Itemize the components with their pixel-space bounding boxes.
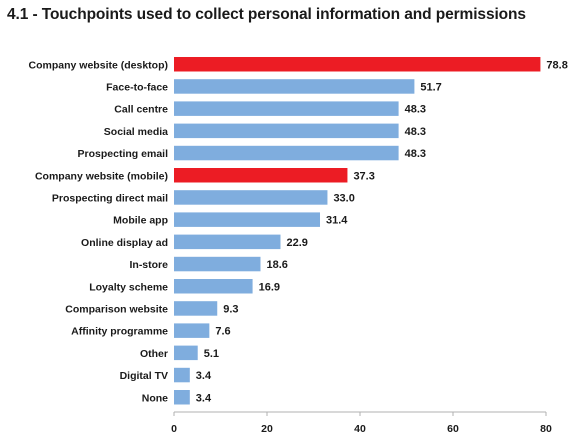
chart-title: 4.1 - Touchpoints used to collect person… xyxy=(7,6,526,23)
bar xyxy=(174,234,281,250)
value-label: 3.4 xyxy=(196,370,212,382)
value-label: 7.6 xyxy=(215,326,230,338)
category-label: Online display ad xyxy=(81,237,168,249)
value-label: 48.3 xyxy=(405,148,426,160)
category-label: Comparison website xyxy=(65,303,168,315)
category-label: Social media xyxy=(104,126,168,138)
bar xyxy=(174,301,218,316)
bar xyxy=(174,123,399,139)
value-label: 22.9 xyxy=(286,237,307,249)
category-label: Prospecting email xyxy=(78,148,169,160)
bar xyxy=(174,190,328,205)
category-label: Affinity programme xyxy=(71,326,168,338)
value-label: 33.0 xyxy=(333,192,354,204)
value-label: 3.4 xyxy=(196,392,212,404)
category-label: Loyalty scheme xyxy=(89,281,168,293)
category-label: None xyxy=(142,392,168,404)
category-label: Call centre xyxy=(114,104,168,116)
bar xyxy=(174,367,190,383)
value-label: 5.1 xyxy=(204,348,219,360)
x-tick-label: 0 xyxy=(171,423,177,435)
bar xyxy=(174,323,210,338)
value-label: 48.3 xyxy=(405,104,426,116)
value-label: 31.4 xyxy=(326,215,348,227)
x-tick-label: 40 xyxy=(354,423,366,435)
bar xyxy=(174,212,321,227)
category-label: Other xyxy=(140,348,168,360)
x-tick-label: 20 xyxy=(261,423,273,435)
bar xyxy=(174,57,541,72)
bar xyxy=(174,279,253,294)
value-label: 18.6 xyxy=(266,259,287,271)
bar xyxy=(174,145,399,161)
value-label: 78.8 xyxy=(546,59,567,71)
value-label: 48.3 xyxy=(405,126,426,138)
category-label: Digital TV xyxy=(120,370,168,382)
value-label: 16.9 xyxy=(259,281,280,293)
category-label: Company website (mobile) xyxy=(35,170,168,182)
category-label: Face-to-face xyxy=(106,81,168,93)
value-label: 9.3 xyxy=(223,303,238,315)
x-tick-label: 80 xyxy=(540,423,552,435)
bar xyxy=(174,79,415,94)
bar xyxy=(174,390,190,405)
bar xyxy=(174,256,261,272)
bar xyxy=(174,101,399,116)
x-tick-label: 60 xyxy=(447,423,459,435)
bar xyxy=(174,345,198,361)
category-label: Prospecting direct mail xyxy=(52,192,168,204)
category-label: In-store xyxy=(129,259,168,271)
category-label: Company website (desktop) xyxy=(29,59,168,71)
category-label: Mobile app xyxy=(113,215,168,227)
value-label: 37.3 xyxy=(353,170,374,182)
value-label: 51.7 xyxy=(420,81,441,93)
bar xyxy=(174,168,348,183)
